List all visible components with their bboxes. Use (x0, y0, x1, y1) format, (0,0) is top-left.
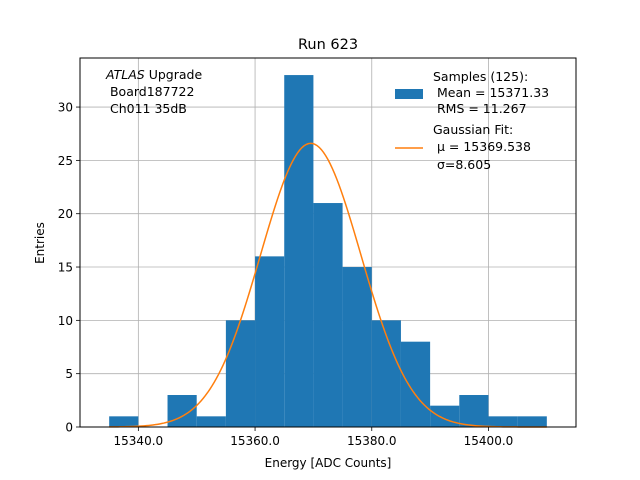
histogram-bar (488, 416, 518, 427)
x-axis-label: Energy [ADC Counts] (265, 456, 392, 470)
histogram-bar (400, 341, 431, 427)
legend-samples-title: Samples (125): (433, 69, 528, 84)
chart-title: Run 623 (298, 37, 358, 53)
legend-fit-mu: μ = 15369.538 (433, 139, 531, 154)
y-tick-label: 10 (58, 314, 73, 328)
y-axis-label: Entries (33, 222, 47, 264)
histogram-bar (459, 395, 489, 427)
y-tick-label: 15 (58, 261, 73, 275)
legend-samples-rms: RMS = 11.267 (433, 101, 527, 116)
annotation-line-2: Board187722 (106, 84, 194, 99)
histogram-bar (342, 267, 372, 427)
x-tick-label: 15380.0 (347, 434, 397, 448)
histogram-bar (430, 405, 460, 427)
annotation-upgrade: Upgrade (145, 67, 203, 82)
histogram-bar (517, 416, 547, 427)
legend-samples-mean: Mean = 15371.33 (433, 85, 549, 100)
histogram-bar (196, 416, 226, 427)
y-tick-label: 0 (65, 421, 73, 435)
legend-fit-sigma: σ=8.605 (433, 157, 491, 172)
histogram-bar (225, 320, 256, 427)
histogram-bar (313, 203, 343, 427)
gaussian-fit-curve (109, 142, 547, 428)
histogram-bar (255, 256, 285, 427)
y-tick-label: 25 (58, 154, 73, 168)
x-tick-label: 15340.0 (114, 434, 164, 448)
histogram-bar (109, 416, 139, 427)
x-axis-ticks: 15340.0 15360.0 15380.0 15400.0 (114, 427, 514, 448)
annotation-line-3: Ch011 35dB (106, 101, 187, 116)
annotation-box: ATLAS Upgrade Board187722 Ch011 35dB (105, 67, 202, 116)
x-tick-label: 15360.0 (230, 434, 280, 448)
y-tick-label: 20 (58, 207, 73, 221)
y-tick-label: 5 (65, 367, 73, 381)
histogram-bars (109, 75, 547, 427)
annotation-atlas: ATLAS (105, 67, 145, 82)
plot-frame (79, 57, 577, 428)
legend-samples-swatch (395, 89, 423, 99)
x-tick-label: 15400.0 (464, 434, 514, 448)
histogram-bar (167, 395, 197, 427)
y-tick-label: 30 (58, 101, 73, 115)
histogram-bar (371, 320, 401, 427)
legend-fit-title: Gaussian Fit: (433, 122, 513, 137)
legend: Samples (125): Mean = 15371.33 RMS = 11.… (395, 69, 549, 172)
annotation-line-1: ATLAS Upgrade (105, 67, 202, 82)
y-axis-ticks: 0 5 10 15 20 25 30 (58, 101, 80, 435)
histogram-bar (284, 75, 314, 427)
